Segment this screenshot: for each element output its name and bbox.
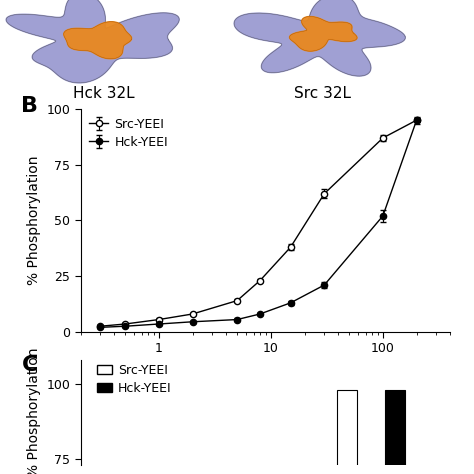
Bar [337,390,357,474]
Y-axis label: % Phosphorylation: % Phosphorylation [27,347,41,474]
Text: Src 32L: Src 32L [294,85,351,100]
Bar [385,390,405,474]
Text: Hck 32L: Hck 32L [73,85,135,100]
Polygon shape [6,0,179,83]
Y-axis label: % Phosphorylation: % Phosphorylation [27,155,41,285]
Legend: Src-YEEI, Hck-YEEI: Src-YEEI, Hck-YEEI [94,361,174,397]
Polygon shape [64,22,132,59]
X-axis label: Kinase, ng: Kinase, ng [229,361,301,375]
Polygon shape [234,0,405,76]
Text: B: B [21,96,38,116]
Legend: Src-YEEI, Hck-YEEI: Src-YEEI, Hck-YEEI [87,115,171,151]
Text: C: C [21,355,38,375]
Polygon shape [290,17,357,51]
